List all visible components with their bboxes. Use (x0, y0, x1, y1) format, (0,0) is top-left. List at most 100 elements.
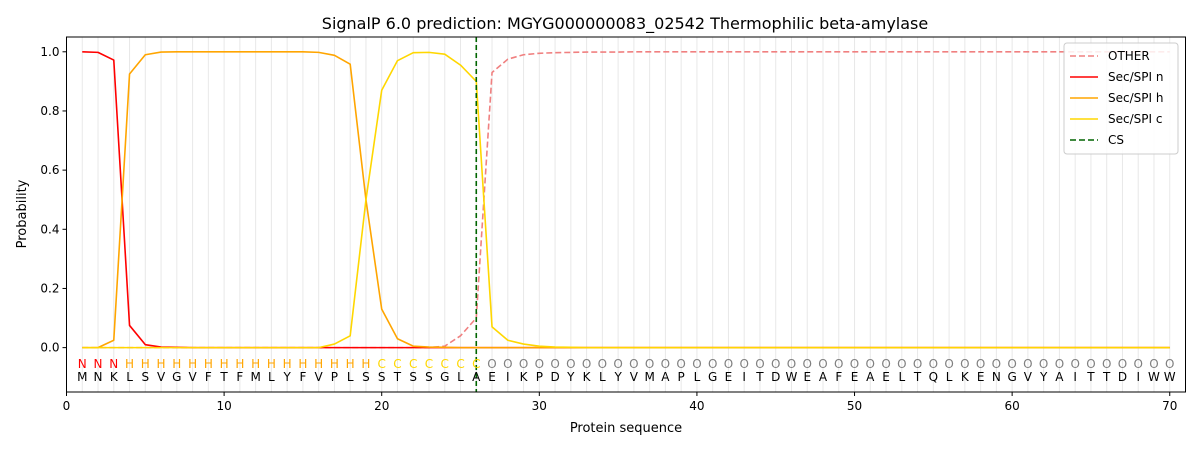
region-label: O (1007, 357, 1016, 371)
residue-label: A (1055, 370, 1064, 384)
residue-label: M (644, 370, 654, 384)
plot-frame (66, 36, 1186, 393)
residue-label: L (347, 370, 354, 384)
region-label: H (298, 357, 307, 371)
region-label: C (441, 357, 449, 371)
grid-layer (81, 37, 1171, 392)
residue-label: E (977, 370, 985, 384)
residue-label: V (1024, 370, 1033, 384)
residue-label: P (536, 370, 543, 384)
region-label: O (866, 357, 875, 371)
region-label: H (361, 357, 370, 371)
x-tick-label: 20 (374, 399, 389, 413)
region-label: O (1165, 357, 1174, 371)
region-label: C (378, 357, 386, 371)
region-label: O (897, 357, 906, 371)
region-label: O (771, 357, 780, 371)
region-label: O (929, 357, 938, 371)
region-label: H (220, 357, 229, 371)
residue-label: L (126, 370, 133, 384)
region-label: H (204, 357, 213, 371)
region-label: O (1055, 357, 1064, 371)
legend-label: CS (1108, 133, 1124, 147)
residue-label: L (694, 370, 701, 384)
region-label: O (739, 357, 748, 371)
residue-label: I (742, 370, 746, 384)
residue-label: F (299, 370, 306, 384)
region-label: H (125, 357, 134, 371)
residue-label: E (725, 370, 733, 384)
series-layer (82, 50, 1170, 349)
y-tick-label: 0.8 (40, 104, 59, 118)
residue-label: S (362, 370, 370, 384)
region-label: H (141, 357, 150, 371)
region-label: N (109, 357, 118, 371)
residue-label: F (835, 370, 842, 384)
region-label: O (834, 357, 843, 371)
region-label: O (676, 357, 685, 371)
residue-label: V (157, 370, 166, 384)
region-label: H (157, 357, 166, 371)
residue-label: P (331, 370, 338, 384)
x-tick-label: 10 (216, 399, 231, 413)
residue-label: V (315, 370, 324, 384)
residue-label: Q (929, 370, 938, 384)
residue-label: Y (1039, 370, 1048, 384)
residue-label: I (1073, 370, 1077, 384)
region-label: C (425, 357, 433, 371)
residue-label: W (1148, 370, 1160, 384)
region-label: O (629, 357, 638, 371)
residue-label: I (1136, 370, 1140, 384)
residue-label: G (172, 370, 181, 384)
region-label: O (503, 357, 512, 371)
region-label: O (535, 357, 544, 371)
residue-label: T (913, 370, 922, 384)
x-axis-label: Protein sequence (570, 421, 682, 436)
region-label: O (803, 357, 812, 371)
y-tick-label: 0.6 (40, 163, 59, 177)
region-label: N (78, 357, 87, 371)
region-label: H (172, 357, 181, 371)
region-label: O (692, 357, 701, 371)
residue-label: E (851, 370, 859, 384)
region-label: O (1039, 357, 1048, 371)
residue-label: S (141, 370, 149, 384)
residue-label: D (1118, 370, 1127, 384)
residue-label: L (599, 370, 606, 384)
residue-label: S (425, 370, 433, 384)
region-label: O (1070, 357, 1079, 371)
region-label: O (976, 357, 985, 371)
region-label: O (708, 357, 717, 371)
legend: OTHER Sec/SPI n Sec/SPI h Sec/SPI c CS (1063, 42, 1179, 155)
residue-label: L (946, 370, 953, 384)
region-label: O (881, 357, 890, 371)
region-label: O (913, 357, 922, 371)
legend-label: Sec/SPI n (1108, 70, 1163, 84)
residue-label: K (961, 370, 970, 384)
residue-label: T (1102, 370, 1111, 384)
residue-label: E (488, 370, 496, 384)
sequence-layer: NMNNNKHLHSHVHGHVHFHTHFHMHLHYHFHVHPHLHSCS… (77, 357, 1176, 384)
region-label: O (598, 357, 607, 371)
region-label: O (1023, 357, 1032, 371)
x-tick-label: 30 (532, 399, 547, 413)
region-label: H (267, 357, 276, 371)
legend-box (1063, 42, 1179, 155)
residue-label: T (755, 370, 764, 384)
residue-label: M (250, 370, 260, 384)
residue-label: D (550, 370, 559, 384)
region-label: O (487, 357, 496, 371)
region-label: O (519, 357, 528, 371)
residue-label: P (678, 370, 685, 384)
residue-label: T (393, 370, 402, 384)
residue-label: A (472, 370, 481, 384)
residue-label: G (708, 370, 717, 384)
region-label: O (960, 357, 969, 371)
y-axis-label: Probability (15, 179, 30, 248)
region-label: C (472, 357, 480, 371)
residue-label: L (268, 370, 275, 384)
residue-label: W (786, 370, 798, 384)
series-line-3 (82, 51, 1170, 349)
residue-label: W (1164, 370, 1176, 384)
